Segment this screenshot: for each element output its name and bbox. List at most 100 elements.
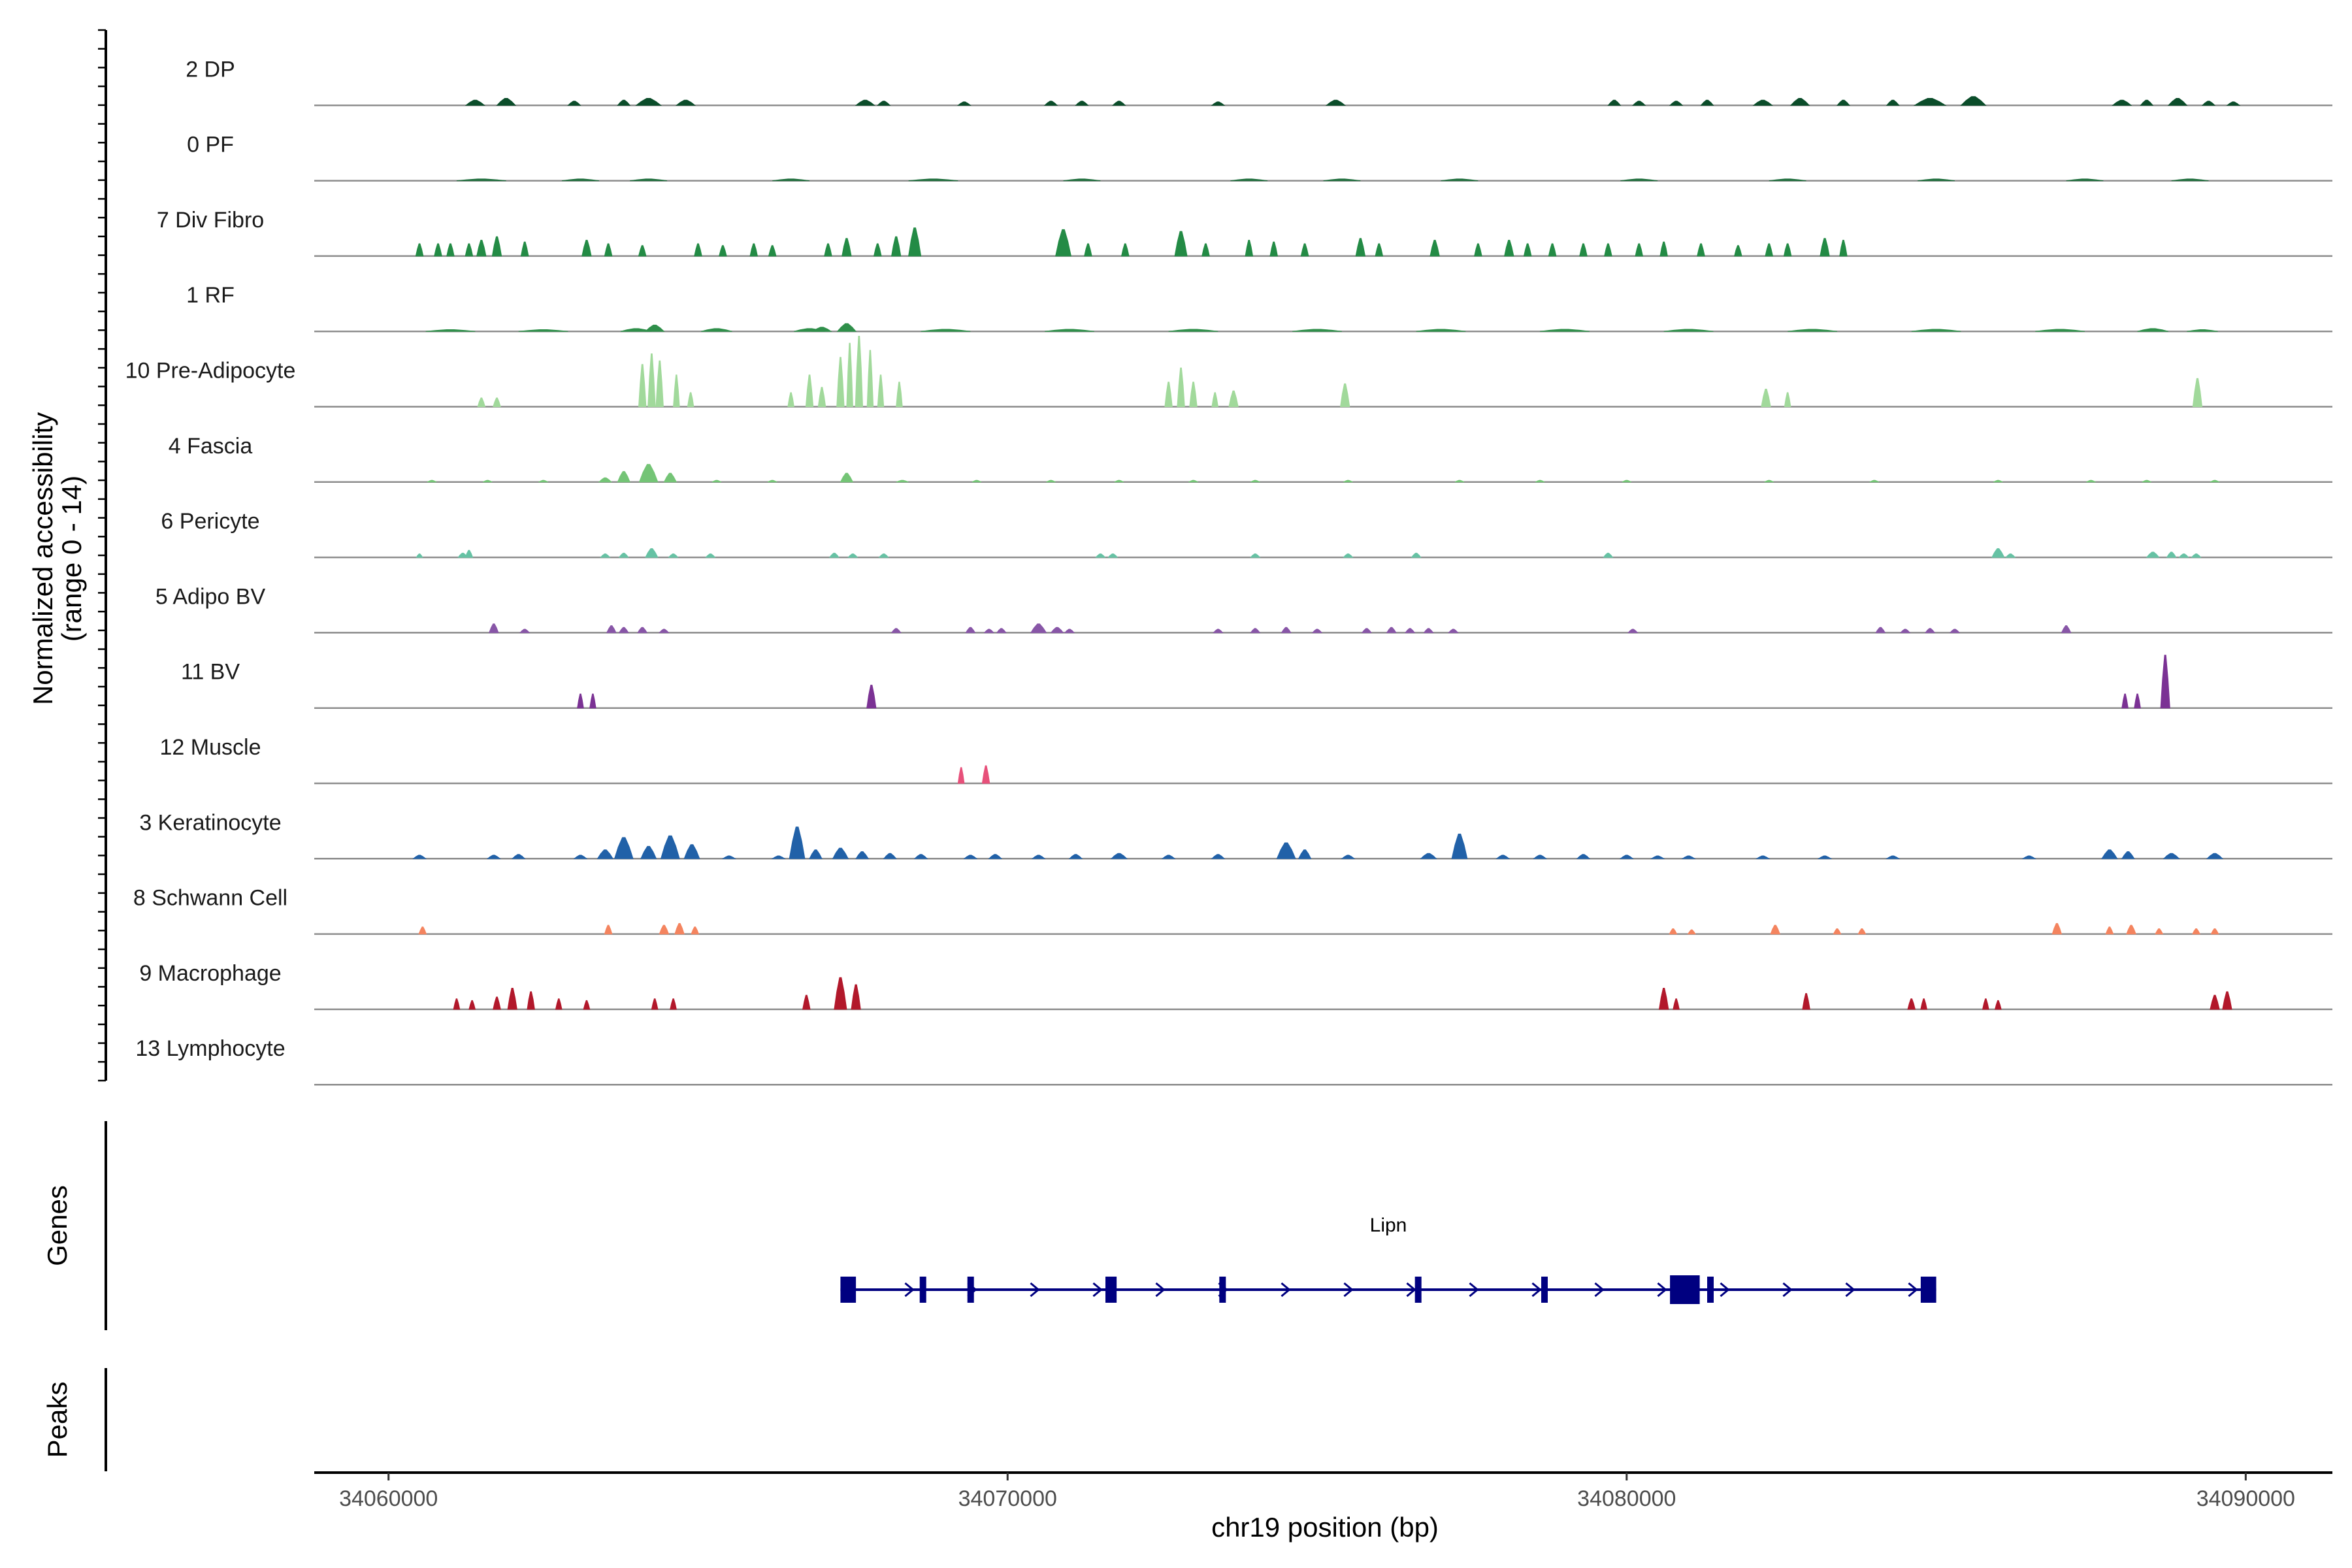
track-label: 4 Fascia [169,434,253,459]
track-label: 7 Div Fibro [157,208,264,233]
coverage-peak [2121,851,2135,859]
coverage-peak [988,854,1003,859]
y-axis-ticks [98,29,106,1082]
gene-annotations: Lipn [840,1215,1936,1304]
coverage-peak [768,245,777,257]
coverage-peak [1523,243,1532,257]
coverage-peak [1063,178,1101,182]
coverage-peak [1697,243,1705,257]
coverage-peak [1311,629,1323,633]
coverage-peak [1802,993,1810,1010]
coverage-peak [468,1000,476,1010]
coverage-peak [1687,929,1696,935]
coverage-peak [604,924,613,935]
coverage-peak [1325,99,1347,106]
coverage-peak [637,627,648,633]
coverage-peak [719,245,727,257]
coverage-peak [1535,480,1545,483]
track-5: 10 Pre-Adipocyte [125,336,2332,408]
coverage-peak [908,178,958,182]
coverage-peak [1095,553,1106,558]
coverage-peak [963,855,978,859]
coverage-peak [1423,628,1434,633]
coverage-peak [1177,367,1185,407]
coverage-peak [2210,928,2219,935]
track-11: 3 Keratinocyte [139,810,2332,860]
coverage-peak [1120,243,1130,257]
coverage-peak [1770,924,1781,935]
coverage-peak [1043,101,1058,106]
track-3: 7 Div Fibro [157,208,2332,257]
strand-arrow [1845,1282,1855,1298]
coverage-peak [1281,627,1292,633]
coverage-peak [573,855,588,859]
coverage-peak [1031,855,1046,859]
coverage-peak [921,329,971,332]
coverage-peak [1454,480,1465,483]
coverage-peak [670,998,677,1010]
track-8: 5 Adipo BV [155,584,2332,634]
coverage-peak [1761,389,1771,407]
coverage-peak [425,329,476,332]
coverage-peak [2210,994,2220,1010]
gene-exon [1670,1275,1700,1304]
track-10: 12 Muscle [160,735,2332,785]
coverage-peak [488,623,499,633]
coverage-peak [640,845,657,859]
coverage-peak [1250,553,1261,558]
gene-exon [840,1277,857,1303]
coverage-peak [1700,99,1714,106]
coverage-peak [789,826,806,859]
x-axis-title: chr19 position (bp) [1211,1512,1439,1543]
x-tick-label: 34070000 [958,1486,1057,1511]
coverage-peak [596,849,614,859]
coverage-peak [1839,240,1848,257]
coverage-peak [1504,240,1514,257]
coverage-peak [965,627,976,633]
coverage-peak [2126,924,2136,935]
coverage-peak [1474,243,1482,257]
coverage-peak [787,392,794,407]
coverage-peak [890,628,902,633]
track-label: 2 DP [186,57,235,82]
coverage-peak [617,471,630,483]
coverage-peak [855,336,864,407]
coverage-peak [668,553,679,558]
coverage-peak [660,835,680,859]
coverage-peak [1110,853,1128,859]
coverage-peak [846,342,853,407]
coverage-peak [635,98,662,106]
coverage-peak [1627,629,1639,633]
gene-exon [1414,1277,1422,1303]
coverage-peak [638,364,647,407]
coverage-peak [2051,923,2063,935]
coverage-peak [674,923,685,935]
coverage-peak [476,240,487,257]
coverage-peak [1064,629,1075,633]
strand-arrow [904,1282,915,1298]
coverage-peak [2166,551,2177,558]
coverage-peak [1650,855,1665,859]
track-label: 5 Adipo BV [155,584,266,609]
coverage-peak [1907,998,1916,1010]
coverage-peak [617,99,631,106]
coverage-peak [1300,243,1309,257]
coverage-peak [1659,241,1668,257]
coverage-peak [1188,480,1198,483]
coverage-peak [427,480,437,483]
coverage-peak [1355,238,1366,257]
coverage-peak [1899,629,1911,633]
coverage-peak [618,553,629,558]
coverage-peak [1386,627,1397,633]
coverage-peak [1055,229,1072,257]
coverage-peak [507,988,517,1010]
track-9: 11 BV [181,655,2332,709]
coverage-peak [1420,853,1437,859]
coverage-peak [1429,240,1440,257]
strand-arrow [1406,1282,1416,1298]
coverage-peak [811,327,832,332]
coverage-peak [673,374,680,407]
y-axis-range: (range 0 - 14) [56,476,87,642]
strand-arrow [1030,1282,1040,1298]
